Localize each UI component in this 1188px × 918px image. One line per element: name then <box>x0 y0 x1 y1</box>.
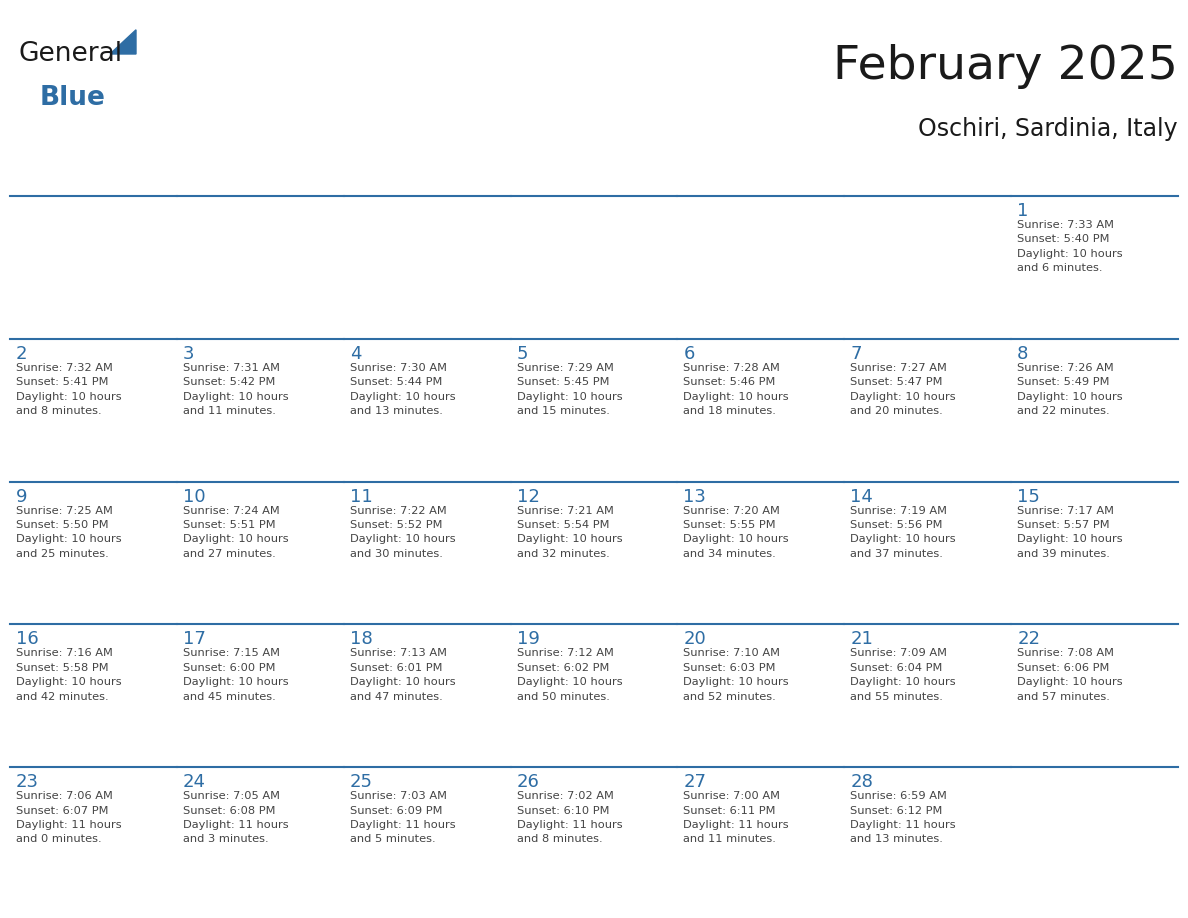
Text: Saturday: Saturday <box>1023 166 1098 184</box>
Text: 14: 14 <box>851 487 873 506</box>
Text: Tuesday: Tuesday <box>355 166 423 184</box>
Text: 7: 7 <box>851 345 861 363</box>
Text: Sunrise: 7:03 AM
Sunset: 6:09 PM
Daylight: 11 hours
and 5 minutes.: Sunrise: 7:03 AM Sunset: 6:09 PM Dayligh… <box>349 791 455 845</box>
Text: 26: 26 <box>517 773 539 791</box>
Text: Sunrise: 7:15 AM
Sunset: 6:00 PM
Daylight: 10 hours
and 45 minutes.: Sunrise: 7:15 AM Sunset: 6:00 PM Dayligh… <box>183 648 289 701</box>
Polygon shape <box>110 29 135 54</box>
Text: 5: 5 <box>517 345 529 363</box>
Text: Thursday: Thursday <box>689 166 766 184</box>
Text: Sunrise: 7:08 AM
Sunset: 6:06 PM
Daylight: 10 hours
and 57 minutes.: Sunrise: 7:08 AM Sunset: 6:06 PM Dayligh… <box>1017 648 1123 701</box>
Text: Monday: Monday <box>189 166 254 184</box>
Text: February 2025: February 2025 <box>833 44 1178 89</box>
Text: Sunday: Sunday <box>21 166 83 184</box>
Text: 2: 2 <box>15 345 27 363</box>
Text: Sunrise: 7:13 AM
Sunset: 6:01 PM
Daylight: 10 hours
and 47 minutes.: Sunrise: 7:13 AM Sunset: 6:01 PM Dayligh… <box>349 648 455 701</box>
Text: Sunrise: 7:19 AM
Sunset: 5:56 PM
Daylight: 10 hours
and 37 minutes.: Sunrise: 7:19 AM Sunset: 5:56 PM Dayligh… <box>851 506 956 559</box>
Text: 18: 18 <box>349 631 373 648</box>
Text: Sunrise: 7:17 AM
Sunset: 5:57 PM
Daylight: 10 hours
and 39 minutes.: Sunrise: 7:17 AM Sunset: 5:57 PM Dayligh… <box>1017 506 1123 559</box>
Text: 24: 24 <box>183 773 206 791</box>
Text: 12: 12 <box>517 487 539 506</box>
Text: Sunrise: 7:09 AM
Sunset: 6:04 PM
Daylight: 10 hours
and 55 minutes.: Sunrise: 7:09 AM Sunset: 6:04 PM Dayligh… <box>851 648 956 701</box>
Text: 23: 23 <box>15 773 39 791</box>
Text: Friday: Friday <box>857 166 906 184</box>
Text: Sunrise: 7:16 AM
Sunset: 5:58 PM
Daylight: 10 hours
and 42 minutes.: Sunrise: 7:16 AM Sunset: 5:58 PM Dayligh… <box>15 648 121 701</box>
Text: 4: 4 <box>349 345 361 363</box>
Text: Sunrise: 6:59 AM
Sunset: 6:12 PM
Daylight: 11 hours
and 13 minutes.: Sunrise: 6:59 AM Sunset: 6:12 PM Dayligh… <box>851 791 956 845</box>
Text: 8: 8 <box>1017 345 1029 363</box>
Text: 13: 13 <box>683 487 707 506</box>
Text: 27: 27 <box>683 773 707 791</box>
Text: Sunrise: 7:00 AM
Sunset: 6:11 PM
Daylight: 11 hours
and 11 minutes.: Sunrise: 7:00 AM Sunset: 6:11 PM Dayligh… <box>683 791 789 845</box>
Text: 3: 3 <box>183 345 195 363</box>
Text: Sunrise: 7:25 AM
Sunset: 5:50 PM
Daylight: 10 hours
and 25 minutes.: Sunrise: 7:25 AM Sunset: 5:50 PM Dayligh… <box>15 506 121 559</box>
Text: 6: 6 <box>683 345 695 363</box>
Text: Sunrise: 7:29 AM
Sunset: 5:45 PM
Daylight: 10 hours
and 15 minutes.: Sunrise: 7:29 AM Sunset: 5:45 PM Dayligh… <box>517 363 623 416</box>
Text: 11: 11 <box>349 487 373 506</box>
Text: Sunrise: 7:02 AM
Sunset: 6:10 PM
Daylight: 11 hours
and 8 minutes.: Sunrise: 7:02 AM Sunset: 6:10 PM Dayligh… <box>517 791 623 845</box>
Text: 17: 17 <box>183 631 206 648</box>
Text: Sunrise: 7:05 AM
Sunset: 6:08 PM
Daylight: 11 hours
and 3 minutes.: Sunrise: 7:05 AM Sunset: 6:08 PM Dayligh… <box>183 791 289 845</box>
Text: Sunrise: 7:31 AM
Sunset: 5:42 PM
Daylight: 10 hours
and 11 minutes.: Sunrise: 7:31 AM Sunset: 5:42 PM Dayligh… <box>183 363 289 416</box>
Text: 22: 22 <box>1017 631 1041 648</box>
Text: 21: 21 <box>851 631 873 648</box>
Text: Sunrise: 7:06 AM
Sunset: 6:07 PM
Daylight: 11 hours
and 0 minutes.: Sunrise: 7:06 AM Sunset: 6:07 PM Dayligh… <box>15 791 121 845</box>
Text: 25: 25 <box>349 773 373 791</box>
Text: 28: 28 <box>851 773 873 791</box>
Text: 1: 1 <box>1017 202 1029 220</box>
Text: 16: 16 <box>15 631 39 648</box>
Text: 20: 20 <box>683 631 706 648</box>
Text: Sunrise: 7:26 AM
Sunset: 5:49 PM
Daylight: 10 hours
and 22 minutes.: Sunrise: 7:26 AM Sunset: 5:49 PM Dayligh… <box>1017 363 1123 416</box>
Text: Sunrise: 7:27 AM
Sunset: 5:47 PM
Daylight: 10 hours
and 20 minutes.: Sunrise: 7:27 AM Sunset: 5:47 PM Dayligh… <box>851 363 956 416</box>
Text: Oschiri, Sardinia, Italy: Oschiri, Sardinia, Italy <box>918 118 1178 141</box>
Text: Sunrise: 7:28 AM
Sunset: 5:46 PM
Daylight: 10 hours
and 18 minutes.: Sunrise: 7:28 AM Sunset: 5:46 PM Dayligh… <box>683 363 789 416</box>
Text: Wednesday: Wednesday <box>523 166 619 184</box>
Text: General: General <box>18 40 122 67</box>
Text: Sunrise: 7:32 AM
Sunset: 5:41 PM
Daylight: 10 hours
and 8 minutes.: Sunrise: 7:32 AM Sunset: 5:41 PM Dayligh… <box>15 363 121 416</box>
Text: 10: 10 <box>183 487 206 506</box>
Text: Sunrise: 7:20 AM
Sunset: 5:55 PM
Daylight: 10 hours
and 34 minutes.: Sunrise: 7:20 AM Sunset: 5:55 PM Dayligh… <box>683 506 789 559</box>
Text: Sunrise: 7:12 AM
Sunset: 6:02 PM
Daylight: 10 hours
and 50 minutes.: Sunrise: 7:12 AM Sunset: 6:02 PM Dayligh… <box>517 648 623 701</box>
Text: 19: 19 <box>517 631 539 648</box>
Text: Sunrise: 7:33 AM
Sunset: 5:40 PM
Daylight: 10 hours
and 6 minutes.: Sunrise: 7:33 AM Sunset: 5:40 PM Dayligh… <box>1017 220 1123 274</box>
Text: Sunrise: 7:30 AM
Sunset: 5:44 PM
Daylight: 10 hours
and 13 minutes.: Sunrise: 7:30 AM Sunset: 5:44 PM Dayligh… <box>349 363 455 416</box>
Text: Sunrise: 7:10 AM
Sunset: 6:03 PM
Daylight: 10 hours
and 52 minutes.: Sunrise: 7:10 AM Sunset: 6:03 PM Dayligh… <box>683 648 789 701</box>
Text: Sunrise: 7:24 AM
Sunset: 5:51 PM
Daylight: 10 hours
and 27 minutes.: Sunrise: 7:24 AM Sunset: 5:51 PM Dayligh… <box>183 506 289 559</box>
Text: Sunrise: 7:22 AM
Sunset: 5:52 PM
Daylight: 10 hours
and 30 minutes.: Sunrise: 7:22 AM Sunset: 5:52 PM Dayligh… <box>349 506 455 559</box>
Text: 15: 15 <box>1017 487 1040 506</box>
Text: Blue: Blue <box>40 84 106 111</box>
Text: 9: 9 <box>15 487 27 506</box>
Text: Sunrise: 7:21 AM
Sunset: 5:54 PM
Daylight: 10 hours
and 32 minutes.: Sunrise: 7:21 AM Sunset: 5:54 PM Dayligh… <box>517 506 623 559</box>
